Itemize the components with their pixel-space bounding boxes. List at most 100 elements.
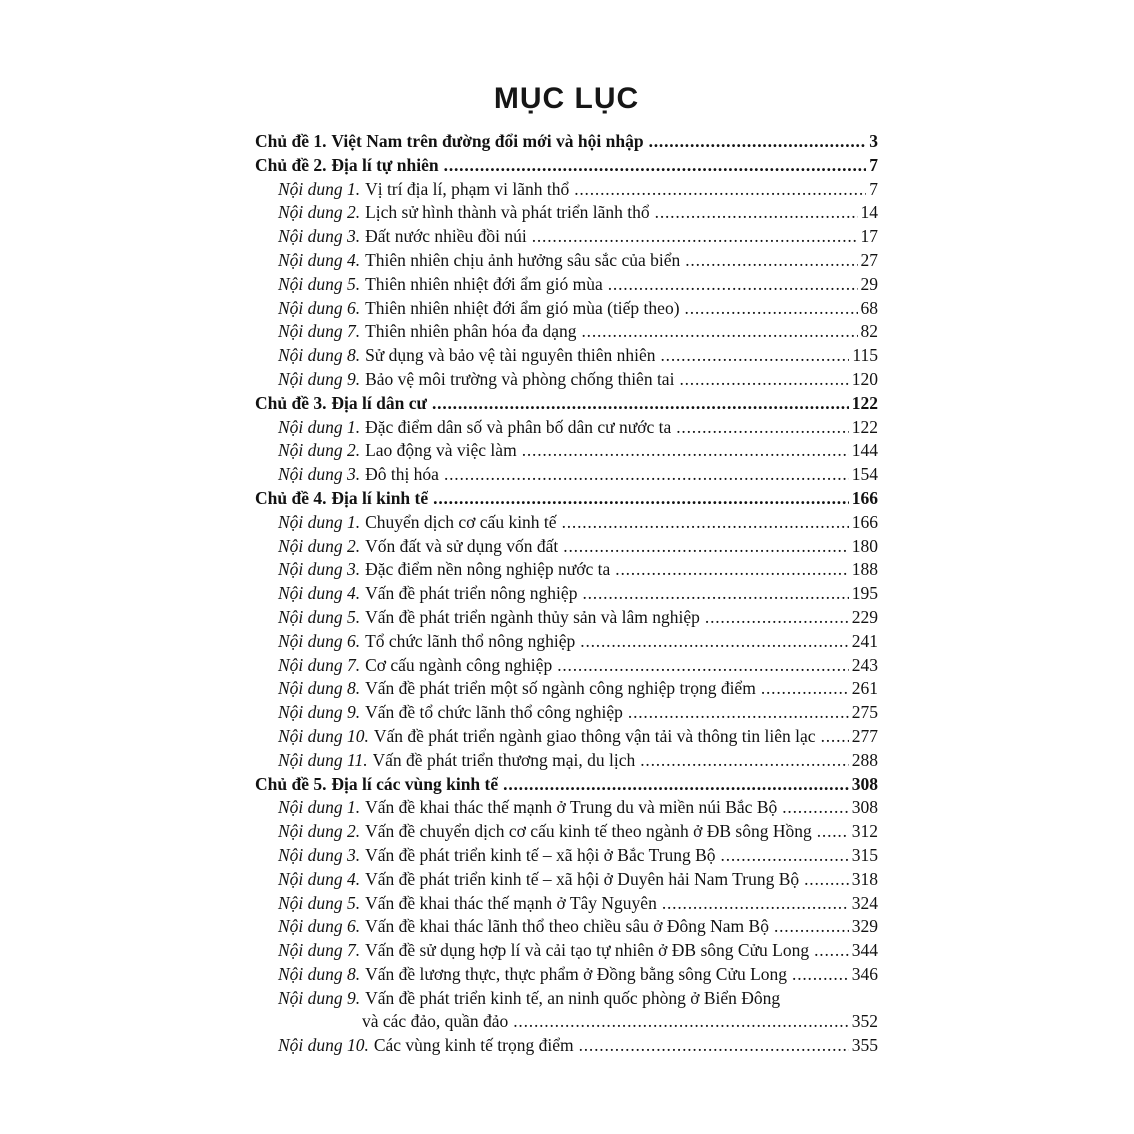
entry-page: 312 — [851, 821, 878, 842]
entry-title: Các vùng kinh tế trọng điểm — [373, 1035, 574, 1056]
entry-prefix: Nội dung 4. — [278, 868, 361, 889]
entry-page: 120 — [851, 368, 878, 389]
toc-entry: Chủ đề 2.Địa lí tự nhiên 7 — [255, 154, 878, 178]
entry-prefix: Nội dung 7. — [278, 321, 361, 342]
toc-entry: và các đảo, quần đảo 352 — [255, 1010, 878, 1034]
dot-leader — [662, 892, 849, 916]
entry-title: Vị trí địa lí, phạm vi lãnh thổ — [365, 178, 570, 199]
dot-leader — [761, 677, 849, 701]
dot-leader — [676, 416, 849, 440]
dot-leader — [579, 1034, 849, 1058]
dot-leader — [782, 796, 849, 820]
dot-leader — [821, 725, 849, 749]
entry-prefix: Nội dung 8. — [278, 345, 361, 366]
toc-entry: Nội dung 8. Vấn đề lương thực, thực phẩm … — [255, 963, 878, 987]
dot-leader — [615, 558, 848, 582]
toc-entry: Nội dung 6. Thiên nhiên nhiệt đới ẩm gió … — [255, 297, 878, 321]
entry-prefix: Nội dung 5. — [278, 273, 361, 294]
entry-page: 344 — [851, 940, 878, 961]
dot-leader — [522, 439, 849, 463]
dot-leader — [563, 535, 848, 559]
entry-title: Vấn đề chuyển dịch cơ cấu kinh tế theo n… — [365, 821, 812, 842]
toc-entry: Nội dung 11. Vấn đề phát triển thương mại… — [255, 749, 878, 773]
entry-page: 261 — [851, 678, 878, 699]
entry-page: 122 — [851, 392, 878, 413]
entry-prefix: Chủ đề 3. — [255, 392, 327, 413]
dot-leader — [580, 630, 848, 654]
dot-leader — [685, 297, 858, 321]
entry-title: Đất nước nhiều đồi núi — [365, 226, 527, 247]
toc-entry: Nội dung 9. Vấn đề tổ chức lãnh thổ công … — [255, 701, 878, 725]
entry-prefix: Nội dung 4. — [278, 583, 361, 604]
entry-page: 180 — [851, 535, 878, 556]
dot-leader — [513, 1010, 849, 1034]
entry-prefix: Nội dung 2. — [278, 535, 361, 556]
entry-prefix: Nội dung 3. — [278, 226, 361, 247]
entry-prefix: Nội dung 5. — [278, 892, 361, 913]
entry-prefix: Nội dung 2. — [278, 202, 361, 223]
entry-title: Địa lí tự nhiên — [331, 154, 439, 175]
entry-prefix: Nội dung 9. — [278, 368, 361, 389]
entry-title: Vấn đề khai thác lãnh thổ theo chiều sâu… — [365, 916, 769, 937]
toc-entry: Chủ đề 3.Địa lí dân cư 122 — [255, 392, 878, 416]
toc-entry: Nội dung 2. Lịch sử hình thành và phát tr… — [255, 201, 878, 225]
toc-entry: Nội dung 4. Vấn đề phát triển nông nghiệp… — [255, 582, 878, 606]
toc-entry: Nội dung 10. Vấn đề phát triển ngành giao… — [255, 725, 878, 749]
dot-leader — [649, 130, 867, 154]
entry-title: Vấn đề phát triển một số ngành công nghi… — [365, 678, 756, 699]
entry-title: Lịch sử hình thành và phát triển lãnh th… — [365, 202, 650, 223]
entry-prefix: Nội dung 9. — [278, 987, 361, 1008]
entry-prefix: Nội dung 9. — [278, 702, 361, 723]
toc-entry: Nội dung 4. Vấn đề phát triển kinh tế – x… — [255, 868, 878, 892]
dot-leader — [655, 201, 858, 225]
entry-page: 14 — [860, 202, 879, 223]
entry-title: Việt Nam trên đường đổi mới và hội nhập — [331, 131, 644, 151]
entry-title: Thiên nhiên nhiệt đới ẩm gió mùa (tiếp t… — [365, 297, 680, 318]
dot-leader — [562, 511, 849, 535]
toc-entry: Nội dung 1. Vị trí địa lí, phạm vi lãnh t… — [255, 178, 878, 202]
entry-page: 277 — [851, 725, 878, 746]
entry-title: Thiên nhiên chịu ảnh hưởng sâu sắc của b… — [365, 249, 681, 270]
entry-title: Địa lí các vùng kinh tế — [331, 773, 499, 794]
entry-page: 154 — [851, 464, 878, 485]
toc-entry: Nội dung 7.Cơ cấu ngành công nghiệp 243 — [255, 654, 878, 678]
entry-prefix: Nội dung 7. — [278, 654, 361, 675]
page-title: MỤC LỤC — [493, 82, 640, 115]
toc-entry: Nội dung 8. Vấn đề phát triển một số ngàn… — [255, 677, 878, 701]
entry-page: 229 — [851, 606, 878, 627]
entry-prefix: Nội dung 2. — [278, 821, 361, 842]
toc-entry: Nội dung 10.Các vùng kinh tế trọng điểm 3… — [255, 1034, 878, 1058]
toc-entry: Nội dung 6.Tổ chức lãnh thổ nông nghiệp 2… — [255, 630, 878, 654]
entry-title: Đặc điểm nền nông nghiệp nước ta — [365, 559, 611, 580]
dot-leader — [817, 820, 849, 844]
toc-entry: Nội dung 5. Thiên nhiên nhiệt đới ẩm gió … — [255, 273, 878, 297]
entry-title: Vấn đề tổ chức lãnh thổ công nghiệp — [365, 702, 623, 723]
toc-entry: Nội dung 6. Vấn đề khai thác lãnh thổ the… — [255, 915, 878, 939]
entry-page: 144 — [851, 440, 878, 461]
entry-page: 17 — [860, 226, 879, 247]
dot-leader — [679, 368, 848, 392]
dot-leader — [792, 963, 849, 987]
entry-title: Cơ cấu ngành công nghiệp — [365, 654, 553, 675]
entry-title: Đặc điểm dân số và phân bố dân cư nước t… — [365, 416, 672, 437]
dot-leader — [705, 606, 849, 630]
toc-entry: Nội dung 2.Vốn đất và sử dụng vốn đất 180 — [255, 535, 878, 559]
entry-page: 324 — [851, 892, 878, 913]
entry-page: 352 — [851, 1011, 878, 1032]
entry-page: 166 — [851, 511, 878, 532]
entry-title: Vấn đề khai thác thế mạnh ở Trung du và … — [365, 797, 778, 818]
entry-prefix: Nội dung 2. — [278, 440, 361, 461]
entry-page: 195 — [851, 583, 878, 604]
entry-page: 329 — [851, 916, 878, 937]
dot-leader — [444, 463, 849, 487]
dot-leader — [581, 320, 857, 344]
entry-prefix: Nội dung 3. — [278, 559, 361, 580]
dot-leader — [532, 225, 858, 249]
entry-page: 308 — [851, 773, 878, 794]
entry-prefix: Nội dung 1. — [278, 416, 361, 437]
entry-page: 241 — [851, 630, 878, 651]
toc-entry: Nội dung 2.Lao động và việc làm 144 — [255, 439, 878, 463]
entry-title: Vốn đất và sử dụng vốn đất — [365, 535, 559, 556]
entry-title: Vấn đề phát triển ngành thủy sản và lâm … — [365, 606, 700, 627]
